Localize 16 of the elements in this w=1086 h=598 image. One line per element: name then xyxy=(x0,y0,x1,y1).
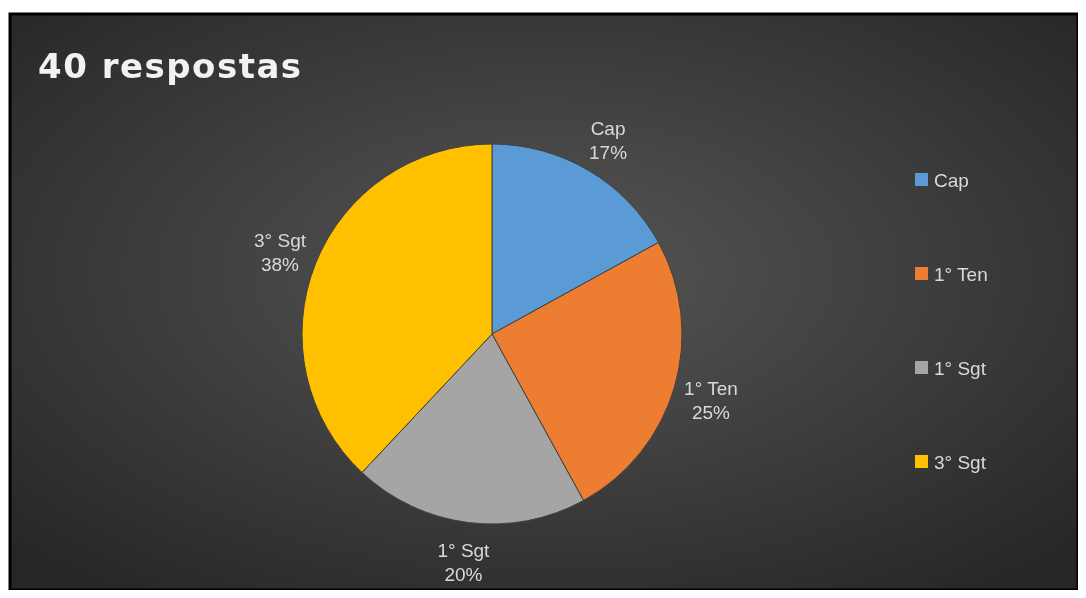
chart-title: 40 respostas xyxy=(38,46,303,86)
slice-label: 1° Ten xyxy=(684,377,738,399)
legend-label: 1° Sgt xyxy=(934,357,987,379)
legend-entry: 3° Sgt xyxy=(915,451,986,473)
legend-entry: 1° Ten xyxy=(915,263,988,285)
data-label: 38% xyxy=(261,253,300,275)
data-label: 20% xyxy=(444,564,483,586)
data-label: 17% xyxy=(589,141,628,163)
slice-label: 3° Sgt xyxy=(254,230,307,252)
data-label: 25% xyxy=(691,401,731,423)
legend-entry: Cap xyxy=(915,169,969,191)
legend-entry: 1° Sgt xyxy=(915,357,986,379)
legend-label: 1° Ten xyxy=(934,263,988,285)
slice-label: Cap xyxy=(590,117,626,139)
slice-label: 1° Sgt xyxy=(437,540,491,562)
legend-label: Cap xyxy=(934,169,969,191)
